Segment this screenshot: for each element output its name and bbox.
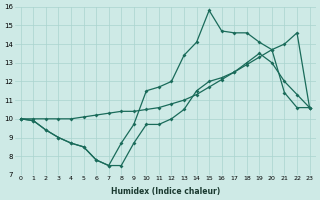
X-axis label: Humidex (Indice chaleur): Humidex (Indice chaleur) [111, 187, 220, 196]
